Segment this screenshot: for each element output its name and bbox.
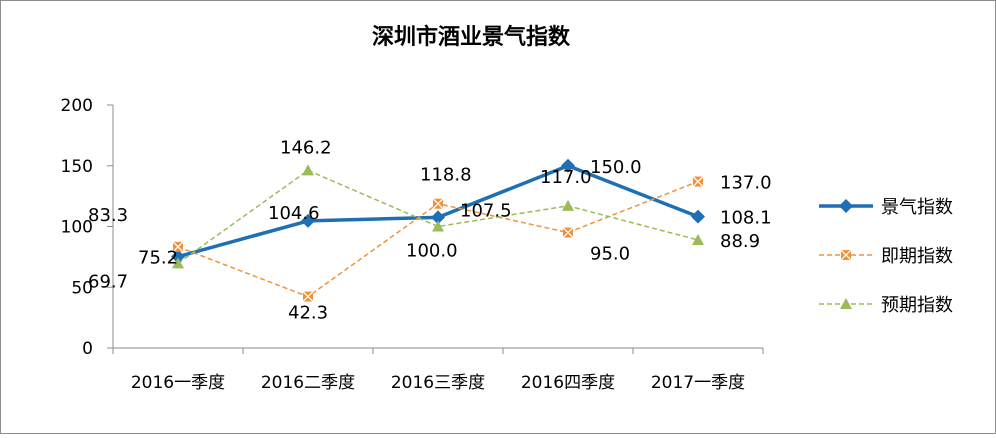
y-tick-label: 100 xyxy=(61,218,93,238)
data-label: 150.0 xyxy=(590,157,642,178)
data-point xyxy=(432,220,444,232)
data-point xyxy=(691,209,705,224)
data-point xyxy=(302,164,314,176)
y-tick-label: 200 xyxy=(61,96,93,116)
data-point xyxy=(301,213,315,228)
legend-marker xyxy=(839,199,853,213)
legend-marker xyxy=(840,249,852,261)
data-label: 137.0 xyxy=(720,173,772,194)
x-tick-label: 2016一季度 xyxy=(131,373,225,393)
data-point xyxy=(561,158,575,173)
y-tick-label: 50 xyxy=(71,278,93,298)
data-point xyxy=(172,241,184,253)
data-point xyxy=(692,233,704,245)
data-point xyxy=(432,198,444,210)
series-line-2 xyxy=(177,169,699,264)
data-point xyxy=(562,227,574,238)
data-point xyxy=(172,257,184,269)
legend-label: 预期指数 xyxy=(881,295,953,316)
data-label: 69.7 xyxy=(88,271,128,292)
data-label: 83.3 xyxy=(88,205,128,226)
x-tick-label: 2016四季度 xyxy=(521,373,615,393)
x-tick-label: 2016二季度 xyxy=(261,373,355,393)
data-label: 118.8 xyxy=(420,165,472,186)
data-label: 146.2 xyxy=(280,137,332,158)
data-label: 42.3 xyxy=(288,303,328,324)
chart-title: 深圳市酒业景气指数 xyxy=(372,24,571,50)
data-label: 108.1 xyxy=(720,208,772,229)
data-point xyxy=(562,199,574,211)
data-label: 75.2 xyxy=(138,248,178,269)
legend-item: 即期指数 xyxy=(819,246,953,267)
data-label: 117.0 xyxy=(540,167,592,188)
legend-item: 景气指数 xyxy=(819,197,953,218)
data-label: 104.6 xyxy=(268,203,320,224)
data-label: 88.9 xyxy=(720,231,760,252)
y-tick-label: 0 xyxy=(82,339,93,359)
legend-item: 预期指数 xyxy=(819,295,953,316)
data-label: 100.0 xyxy=(406,241,458,262)
axes: 0 50 100 150 200 2016一季度 2016二季度 2016三季度 2016四季度… xyxy=(61,96,764,393)
y-tick-label: 150 xyxy=(61,157,93,177)
data-point xyxy=(171,249,185,264)
data-point xyxy=(431,210,445,225)
legend-marker xyxy=(840,298,852,309)
x-tick-label: 2017一季度 xyxy=(651,373,745,393)
legend-label: 即期指数 xyxy=(881,246,953,267)
data-point xyxy=(302,291,314,303)
series-layer xyxy=(171,158,705,303)
legend-label: 景气指数 xyxy=(881,197,953,218)
data-point xyxy=(692,176,704,187)
x-tick-label: 2016三季度 xyxy=(391,373,485,393)
data-label: 95.0 xyxy=(590,244,630,265)
data-label: 107.5 xyxy=(460,200,512,221)
data-label-layer: 75.2 104.6 107.5 150.0 108.1 83.3 42.3 118.8 95.… xyxy=(88,137,772,323)
